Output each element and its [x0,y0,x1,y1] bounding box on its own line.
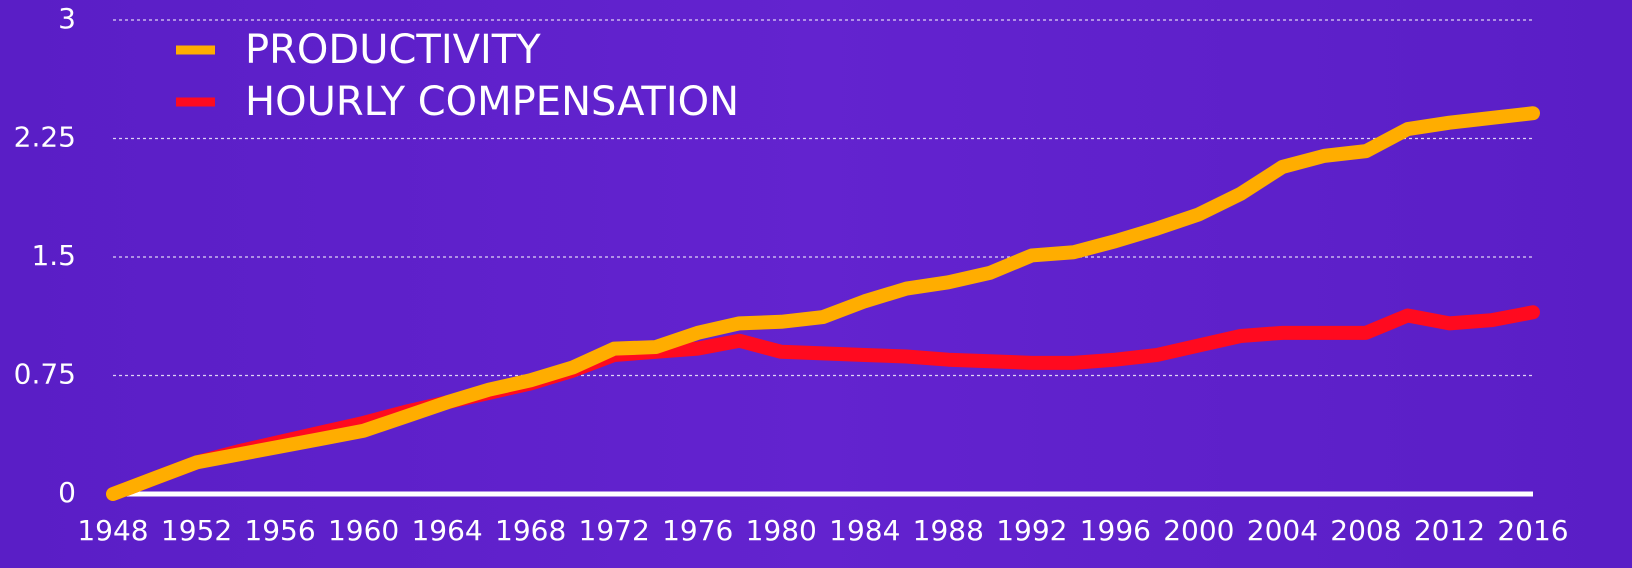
x-tick-label: 1996 [1080,514,1151,547]
x-tick-label: 1956 [244,514,315,547]
x-tick-label: 1976 [662,514,733,547]
legend-label: HOURLY COMPENSATION [245,79,739,125]
series-line [113,113,1533,494]
y-tick-label: 2.25 [14,121,76,154]
x-tick-label: 1984 [829,514,900,547]
x-tick-label: 2012 [1414,514,1485,547]
x-tick-label: 1960 [328,514,399,547]
x-tick-label: 1988 [913,514,984,547]
x-tick-label: 1968 [495,514,566,547]
x-tick-label: 1972 [579,514,650,547]
chart: 0 0.75 1.5 2.25 3 1948 1952 1956 1960 1964 1968 197… [0,0,1632,568]
x-tick-label: 2004 [1247,514,1318,547]
x-tick-label: 2008 [1330,514,1401,547]
x-tick-label: 1948 [77,514,148,547]
x-tick-label: 1964 [411,514,482,547]
x-tick-label: 1952 [161,514,232,547]
series-line [113,312,1533,494]
x-tick-label: 2016 [1497,514,1568,547]
x-tick-label: 1980 [746,514,817,547]
y-tick-label: 0 [58,476,76,509]
x-tick-label: 2000 [1163,514,1234,547]
y-tick-label: 0.75 [14,358,76,391]
y-tick-label: 3 [58,2,76,35]
legend-label: PRODUCTIVITY [245,27,541,73]
x-tick-label: 1992 [996,514,1067,547]
y-tick-label: 1.5 [31,239,76,272]
